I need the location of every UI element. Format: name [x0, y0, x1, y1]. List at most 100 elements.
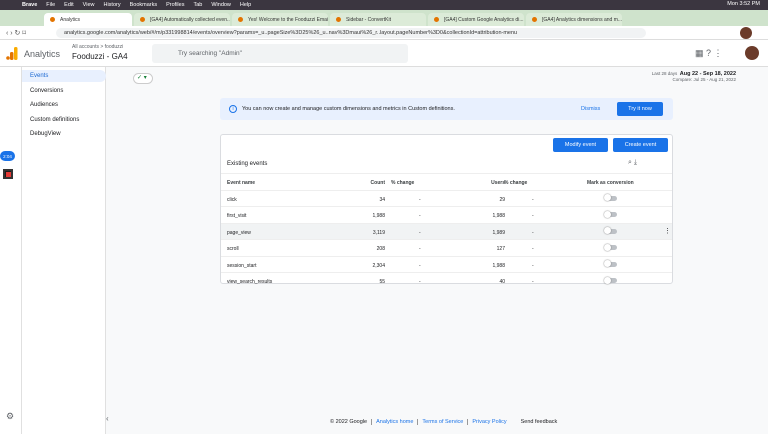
property-name[interactable]: Fooduzzi - GA4	[72, 52, 128, 61]
cell: -	[532, 246, 534, 252]
nav-item[interactable]: Events	[22, 70, 106, 82]
cell: 1,989	[492, 229, 505, 236]
cell: 29	[499, 196, 505, 203]
avatar[interactable]	[740, 27, 752, 39]
menu-item[interactable]: View	[82, 2, 95, 8]
column-header[interactable]: Event name	[227, 180, 256, 186]
menu-item[interactable]: History	[103, 2, 121, 8]
conversion-toggle[interactable]	[604, 276, 617, 284]
app-name: Brave	[22, 2, 38, 8]
cell: -	[532, 196, 534, 203]
conversion-toggle[interactable]	[604, 194, 617, 201]
settings-icon[interactable]: ⚙	[6, 411, 15, 421]
menu-bar: Brave File Edit View History Bookmarks Profile…	[0, 0, 768, 10]
menu-item[interactable]: Help	[239, 2, 252, 8]
nav-item[interactable]: Custom definitions	[30, 116, 80, 123]
cell: page_view	[227, 229, 251, 236]
cell: scroll	[227, 246, 239, 252]
conversion-toggle[interactable]	[604, 260, 617, 267]
collapse-icon[interactable]: ‹	[106, 414, 109, 423]
menu-item[interactable]: Profiles	[166, 2, 185, 8]
breadcrumb[interactable]: All accounts > fooduzzi	[72, 44, 124, 50]
column-header[interactable]: Users	[491, 180, 505, 186]
column-header[interactable]: % change	[391, 180, 415, 186]
cell: -	[419, 246, 421, 252]
footer: © 2022 Google Analytics home Terms of Serv…	[330, 419, 557, 425]
status-chip[interactable]: ✓ ▾	[133, 73, 153, 84]
conversion-toggle[interactable]	[604, 210, 617, 218]
record-icon	[3, 169, 13, 179]
column-header[interactable]: % change	[504, 180, 528, 186]
menu-item[interactable]: Edit	[64, 2, 74, 8]
cell: 55	[379, 279, 385, 285]
table-tools[interactable]: ⌕ ⤓	[628, 159, 637, 166]
ga-header: Analytics All accounts > fooduzzi Fooduz…	[0, 40, 768, 67]
footer-link[interactable]: Privacy Policy	[467, 419, 507, 425]
cell: first_visit	[227, 213, 247, 219]
cell: 3,119	[372, 229, 385, 236]
url-bar: ‹ › ↻ ⌑ analytics.google.com/analytics/w…	[0, 26, 768, 40]
info-banner: i You can now create and manage custom d…	[220, 98, 673, 120]
tab[interactable]: [GA4] Analytics dimensions and m...	[526, 13, 622, 26]
menu-item[interactable]: File	[46, 2, 56, 8]
search-box[interactable]: Try searching "Admin"	[152, 44, 408, 63]
dismiss-button[interactable]: Dismiss	[581, 106, 601, 112]
footer-link[interactable]: Terms of Service	[417, 419, 463, 425]
cell: session_start	[227, 262, 257, 269]
date-range: Aug 22 - Sep 18, 2022	[679, 71, 736, 77]
header-icons[interactable]: ▦ ? ⋮	[695, 48, 723, 58]
nav-item[interactable]: Audiences	[30, 102, 59, 108]
table-row[interactable]: click 34 - 29 -	[221, 189, 672, 207]
footer-link[interactable]: Send feedback	[520, 419, 558, 425]
product-name: Analytics	[24, 49, 61, 59]
nav-item[interactable]: Conversions	[30, 87, 64, 94]
account-avatar[interactable]	[745, 46, 759, 60]
cell: -	[532, 279, 534, 285]
cell: 1,988	[372, 213, 385, 219]
column-header[interactable]: Mark as conversion	[587, 180, 634, 186]
table-row[interactable]: session_start 2,304 - 1,988 -	[221, 255, 672, 273]
menu-item[interactable]: Tab	[193, 2, 203, 8]
cell: view_search_results	[227, 279, 273, 285]
tab[interactable]: [GA4] Custom Google Analytics di...	[428, 13, 524, 26]
events-card: Modify event Create event Existing event…	[220, 134, 673, 285]
row-menu[interactable]: ⋮	[664, 227, 671, 235]
ga-logo	[6, 47, 18, 60]
menu-item[interactable]: Window	[211, 2, 231, 8]
table-title: Existing events	[227, 161, 268, 167]
footer-link[interactable]: Analytics home	[371, 419, 413, 425]
cell: -	[532, 229, 534, 236]
tab[interactable]: Sidebar - ConvertKit	[330, 13, 426, 26]
tab[interactable]: Analytics	[44, 13, 132, 26]
column-header[interactable]: Count	[370, 180, 385, 186]
sidebar: Events Conversions Audiences Custom definit…	[22, 67, 106, 434]
tab[interactable]: [GA4] Automatically collected even...	[134, 13, 230, 26]
cell: -	[419, 279, 421, 285]
cell: -	[419, 196, 421, 203]
menu-item[interactable]: Bookmarks	[129, 2, 158, 8]
timer: 2:04	[0, 151, 15, 161]
table-row[interactable]: page_view 3,119 - 1,989 - ⋮	[221, 222, 672, 239]
cell: 208	[376, 246, 385, 252]
create-event-button[interactable]: Create event	[613, 138, 668, 152]
cell: -	[532, 213, 534, 219]
try-button[interactable]: Try it now	[617, 102, 663, 116]
table-row[interactable]: scroll 208 - 127 -	[221, 239, 672, 256]
date-picker[interactable]: Last 28 days Aug 22 - Sep 18, 2022 Compar…	[652, 71, 736, 82]
cell: 127	[496, 246, 505, 252]
conversion-toggle[interactable]	[604, 227, 617, 234]
table-header: Event name Count% change Users% change Mark…	[221, 173, 672, 190]
icon-rail: 2:04	[0, 67, 22, 434]
cell: -	[419, 229, 421, 236]
cell: 40	[499, 279, 505, 285]
conversion-toggle[interactable]	[604, 243, 617, 251]
url[interactable]: analytics.google.com/analytics/web/#/m/p…	[56, 28, 646, 38]
tab[interactable]: Yes! Welcome to the Fooduzzi Emai...	[232, 13, 328, 26]
modify-event-button[interactable]: Modify event	[553, 138, 608, 152]
table-row[interactable]: first_visit 1,988 - 1,988 -	[221, 206, 672, 223]
table-row[interactable]: view_search_results 55 - 40 -	[221, 272, 672, 289]
info-icon: i	[229, 105, 237, 113]
cell: 1,988	[492, 213, 505, 219]
nav-item[interactable]: DebugView	[30, 131, 61, 137]
